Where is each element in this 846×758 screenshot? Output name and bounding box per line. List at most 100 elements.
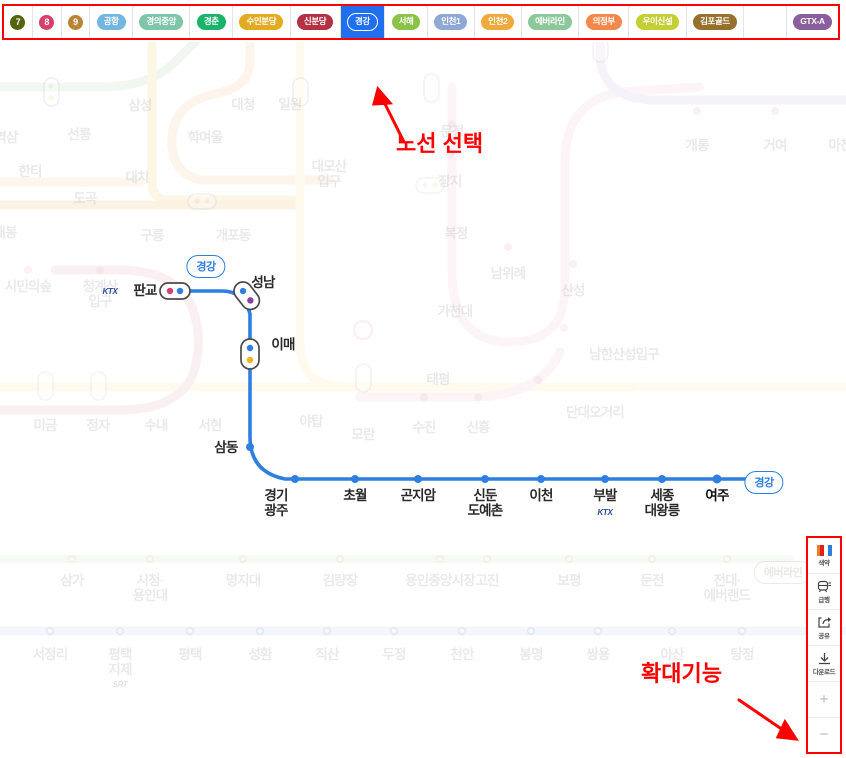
line-button-에버라인[interactable]: 에버라인	[522, 6, 580, 38]
toolbar-button-share[interactable]: 공유	[808, 610, 840, 646]
line-chip: 경춘	[196, 14, 226, 30]
ktx-icon: KTX	[597, 508, 613, 517]
station-label-sejong-daewangneung[interactable]: 세종 대왕릉	[644, 488, 681, 518]
ktx-icon: KTX	[102, 287, 118, 296]
background-station-label: 탕정	[730, 647, 754, 662]
background-station-label: 한티	[18, 164, 42, 179]
station-label-bubal[interactable]: 부발	[593, 488, 617, 503]
toolbar-button-express[interactable]: 급행	[808, 574, 840, 610]
background-line-badge: 에버라인	[753, 561, 813, 584]
background-station-label: 모란	[351, 427, 375, 442]
background-station-label: 매봉	[0, 225, 17, 240]
station-label-gyeonggi-gwangju[interactable]: 경기 광주	[264, 488, 288, 518]
station-label-chowol[interactable]: 초월	[343, 488, 367, 503]
background-station-label: 서현	[198, 418, 222, 433]
background-station-label: 문정	[440, 124, 464, 139]
background-station-label: 단대오거리	[565, 405, 625, 420]
station-label-samdong[interactable]: 삼동	[214, 440, 238, 455]
line-button-경춘[interactable]: 경춘	[190, 6, 234, 38]
line-button-신분당[interactable]: 신분당	[291, 6, 341, 38]
zoom-out-button[interactable]: −	[819, 726, 829, 744]
background-station-label: 삼가	[60, 573, 84, 588]
background-station-label: 복정	[444, 226, 468, 241]
line-chip: 8	[39, 14, 55, 30]
station-label-yeoju[interactable]: 여주	[705, 488, 729, 503]
toolbar-label: 급행	[818, 596, 830, 604]
line-button-김포골드[interactable]: 김포골드	[687, 6, 745, 38]
background-station-label: 선릉	[67, 127, 91, 142]
line-chip: 김포골드	[693, 14, 737, 30]
line-button-9[interactable]: 9	[62, 6, 91, 38]
background-station-label: 구룡	[140, 228, 164, 243]
background-station-label: 학여울	[187, 130, 224, 145]
line-button-경의중앙[interactable]: 경의중앙	[133, 6, 191, 38]
background-station-label: 보평	[557, 573, 581, 588]
background-station-label: 삼성	[128, 98, 152, 113]
toolbar-button-download[interactable]: 다운로드	[808, 646, 840, 682]
background-station-label: 쌍용	[586, 647, 610, 662]
background-station-label: 시청· 용인대	[132, 573, 169, 603]
line-button-GTX-A[interactable]: GTX-A	[787, 6, 838, 38]
express-train-icon	[817, 580, 831, 592]
color-swatch-icon	[816, 544, 832, 556]
annotation-zoom-feature: 확대기능	[641, 661, 722, 686]
line-chip: 에버라인	[528, 14, 572, 30]
background-station-label: 도곡	[73, 191, 97, 206]
station-label-sindun-doyechon[interactable]: 신둔 도예촌	[467, 488, 504, 518]
line-button-8[interactable]: 8	[33, 6, 62, 38]
station-label-gonjiam[interactable]: 곤지암	[400, 488, 437, 503]
line-button-인천2[interactable]: 인천2	[475, 6, 522, 38]
background-station-label: 개롱	[685, 138, 709, 153]
background-station-label: 성환	[248, 647, 272, 662]
toolbar-label: 다운로드	[812, 668, 836, 676]
annotation-line-select: 노선 선택	[396, 131, 484, 156]
background-station-label: 수내	[144, 418, 168, 433]
background-station-label: 명지대	[225, 573, 262, 588]
background-station-label: 김량장	[322, 573, 359, 588]
background-station-label: 개포동	[215, 228, 252, 243]
line-button-경강[interactable]: 경강	[340, 6, 386, 38]
toolbar-label: 색약	[818, 559, 830, 567]
line-button-신림[interactable]: 신림	[744, 6, 787, 38]
station-label-pangyo[interactable]: 판교	[133, 283, 157, 298]
background-station-label: 고진	[475, 573, 499, 588]
background-station-label: 수진	[412, 420, 436, 435]
line-button-수인분당[interactable]: 수인분당	[233, 6, 291, 38]
line-chip: 7	[10, 14, 26, 30]
line-chip: 의정부	[585, 14, 622, 30]
background-station-label: 둔전	[640, 573, 664, 588]
map-toolbar[interactable]: 색약 급행 공유 다운로드 + −	[806, 536, 842, 754]
background-station-label: 평택	[178, 647, 202, 662]
line-chip: 경의중앙	[139, 14, 184, 30]
line-button-의정부[interactable]: 의정부	[579, 6, 630, 38]
background-station-label: 천안	[450, 647, 474, 662]
background-station-label: 미금	[33, 418, 57, 433]
background-station-label: 거여	[763, 138, 787, 153]
background-station-label: 서정리	[32, 647, 69, 662]
line-button-서해[interactable]: 서해	[385, 6, 428, 38]
background-station-label: 대청	[231, 97, 255, 112]
background-station-label: 가천대	[437, 304, 474, 319]
line-button-인천1[interactable]: 인천1	[428, 6, 475, 38]
station-label-seongnam[interactable]: 성남	[251, 275, 275, 290]
toolbar-button-colorblind[interactable]: 색약	[808, 538, 840, 574]
line-button-우이신설[interactable]: 우이신설	[629, 6, 687, 38]
station-label-icheon[interactable]: 이천	[529, 488, 553, 503]
map-lines-svg	[0, 42, 846, 741]
share-icon	[817, 616, 831, 628]
background-station-label: 청계산 입구	[82, 279, 119, 309]
subway-line-selector[interactable]: 7 8 9 공항 경의중앙 경춘 수인분당 신분당 경강 서해 인천1 인천2 에버라인 의정부 우이신설 김…	[2, 4, 840, 40]
station-label-imae[interactable]: 이매	[271, 337, 295, 352]
download-icon	[818, 652, 830, 664]
line-button-공항[interactable]: 공항	[90, 6, 133, 38]
zoom-in-button[interactable]: +	[808, 682, 840, 718]
background-station-label: 봉명	[519, 647, 543, 662]
srt-icon: SRT	[664, 674, 680, 683]
line-chip: 공항	[96, 14, 126, 30]
line-button-7[interactable]: 7	[4, 6, 33, 38]
line-chip: 9	[67, 14, 83, 30]
background-station-label: 마천	[828, 138, 846, 153]
line-chip: 수인분당	[239, 14, 284, 30]
line-chip: GTX-A	[793, 14, 832, 30]
